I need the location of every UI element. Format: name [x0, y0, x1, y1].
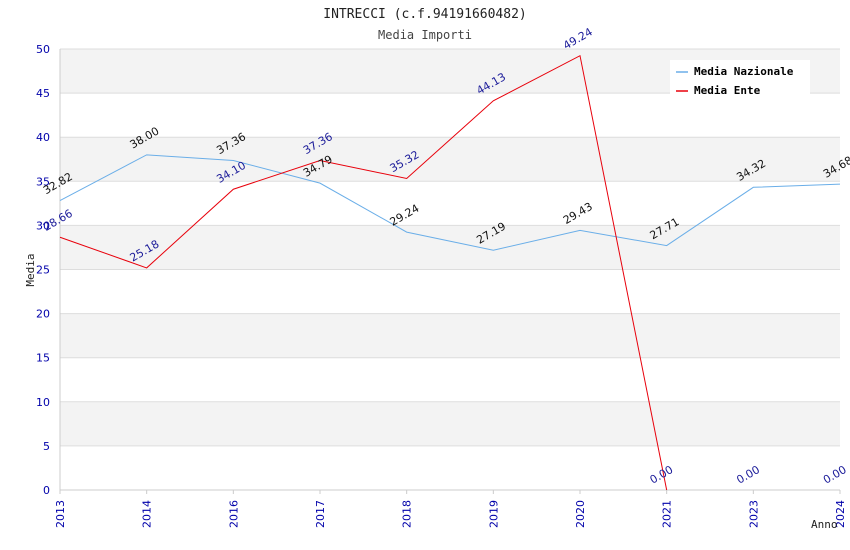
- legend: Media Nazionale Media Ente: [670, 60, 810, 98]
- chart-title: INTRECCI (c.f.94191660482): [323, 7, 527, 22]
- y-tick-label: 50: [36, 43, 50, 56]
- y-tick-label: 0: [43, 484, 50, 497]
- x-tick-label: 2016: [227, 500, 240, 528]
- x-tick-label: 2014: [141, 500, 154, 528]
- x-tick-label: 2019: [487, 500, 500, 528]
- legend-label-nazionale: Media Nazionale: [694, 65, 794, 78]
- y-tick-label: 40: [36, 131, 50, 144]
- y-tick-label: 5: [43, 440, 50, 453]
- x-tick-label: 2023: [747, 500, 760, 528]
- y-axis-ticks: 0 5 10 15 20 25 30 35 40 45 50: [36, 43, 50, 497]
- data-label: 29.24: [388, 202, 422, 229]
- data-label: 29.43: [561, 200, 595, 227]
- plot-bands: [60, 49, 840, 446]
- x-tick-label: 2021: [661, 500, 674, 528]
- chart-subtitle: Media Importi: [378, 28, 472, 42]
- plot-band: [60, 313, 840, 358]
- plot-band: [60, 137, 840, 182]
- x-axis-ticks: 2013 2014 2016 2017 2018 2019 2020 2021 2023 2024: [54, 500, 847, 528]
- plot-band: [60, 225, 840, 270]
- x-axis-label: Anno: [811, 518, 838, 531]
- data-label: 0.00: [648, 463, 676, 487]
- y-tick-label: 20: [36, 308, 50, 321]
- y-tick-label: 35: [36, 175, 50, 188]
- x-tick-label: 2017: [314, 500, 327, 528]
- y-tick-label: 30: [36, 219, 50, 232]
- y-axis-label: Media: [24, 253, 37, 286]
- x-tick-label: 2013: [54, 500, 67, 528]
- data-label: 49.24: [561, 25, 595, 52]
- plot-band: [60, 401, 840, 446]
- x-tick-label: 2018: [401, 500, 414, 528]
- y-tick-label: 25: [36, 264, 50, 277]
- series-line-ente: [59, 54, 668, 491]
- y-tick-label: 45: [36, 87, 50, 100]
- legend-box: [670, 60, 810, 98]
- y-tick-label: 10: [36, 396, 50, 409]
- data-label: 32.82: [41, 170, 75, 197]
- y-tick-label: 15: [36, 352, 50, 365]
- series-line-nazionale: [59, 154, 841, 251]
- x-tick-label: 2020: [574, 500, 587, 528]
- data-label: 0.00: [821, 463, 849, 487]
- data-label: 0.00: [734, 463, 762, 487]
- series-lines: [59, 54, 841, 491]
- legend-label-ente: Media Ente: [694, 84, 761, 97]
- x-tick-label: 2024: [834, 500, 847, 528]
